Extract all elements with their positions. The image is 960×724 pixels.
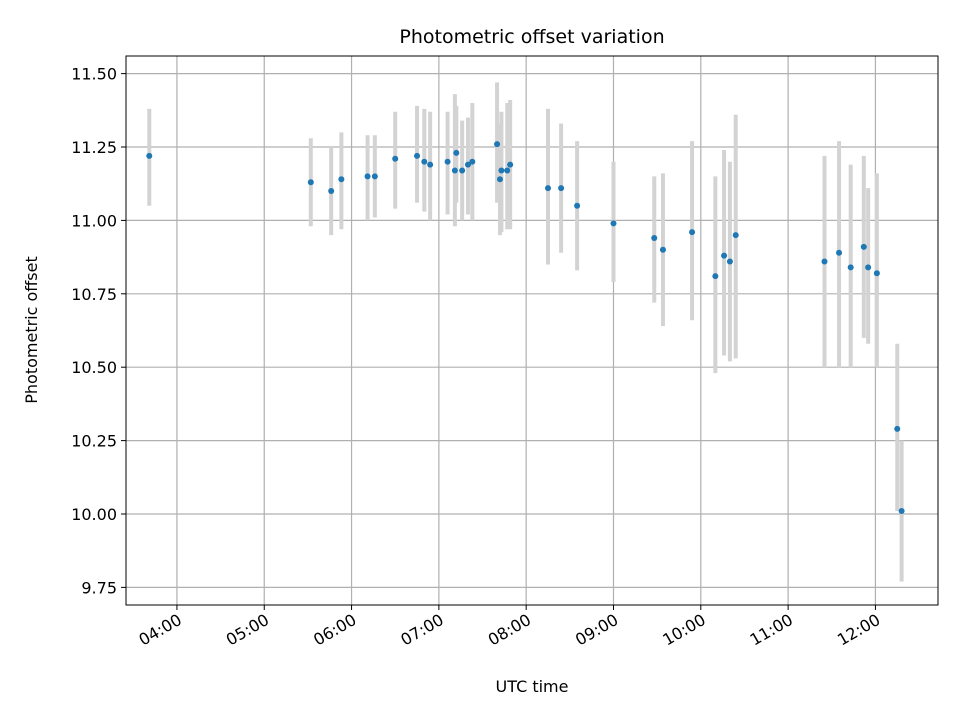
data-point	[860, 243, 867, 250]
x-axis-label: UTC time	[496, 677, 569, 696]
data-point	[732, 232, 739, 239]
data-point	[726, 258, 733, 265]
y-tick-label: 10.00	[71, 505, 117, 524]
data-point	[894, 425, 901, 432]
data-point	[307, 179, 314, 186]
data-point	[610, 220, 617, 227]
data-point	[414, 152, 421, 159]
data-point	[651, 235, 658, 242]
data-point	[712, 273, 719, 280]
data-point	[338, 176, 345, 183]
y-axis: 9.75 10.00 10.25 10.50 10.75 11.00 11.25 11.50	[71, 65, 126, 597]
y-axis-label: Photometric offset	[22, 256, 41, 404]
data-point	[427, 161, 434, 168]
data-point	[504, 167, 511, 174]
data-point	[659, 246, 666, 253]
data-point	[494, 141, 501, 148]
data-point	[496, 176, 503, 183]
plot-frame	[125, 55, 939, 606]
data-point	[459, 167, 466, 174]
data-point	[328, 188, 335, 195]
y-tick-label: 10.75	[71, 285, 117, 304]
grid	[126, 56, 938, 605]
y-tick-label: 9.75	[81, 578, 117, 597]
data-point	[836, 249, 843, 256]
data-points	[146, 141, 905, 515]
y-tick-label: 10.50	[71, 358, 117, 377]
chart-title: Photometric offset variation	[399, 26, 664, 48]
data-point	[721, 252, 728, 259]
y-tick-label: 11.00	[71, 211, 117, 230]
data-point	[821, 258, 828, 265]
y-tick-label: 10.25	[71, 432, 117, 451]
data-point	[392, 155, 399, 162]
data-point	[444, 158, 451, 165]
data-point	[498, 167, 505, 174]
data-point	[146, 152, 153, 159]
data-point	[873, 270, 880, 277]
data-point	[451, 167, 458, 174]
data-point	[865, 264, 872, 271]
data-point	[898, 508, 905, 515]
data-point	[371, 173, 378, 180]
data-point	[453, 149, 460, 156]
data-point	[545, 185, 552, 192]
data-point	[469, 158, 476, 165]
data-point	[464, 161, 471, 168]
data-point	[421, 158, 428, 165]
data-point	[574, 202, 581, 209]
data-point	[507, 161, 514, 168]
data-point	[847, 264, 854, 271]
y-tick-label: 11.50	[71, 65, 117, 84]
y-tick-label: 11.25	[71, 138, 117, 157]
data-point	[689, 229, 696, 236]
data-point	[558, 185, 565, 192]
data-point	[364, 173, 371, 180]
